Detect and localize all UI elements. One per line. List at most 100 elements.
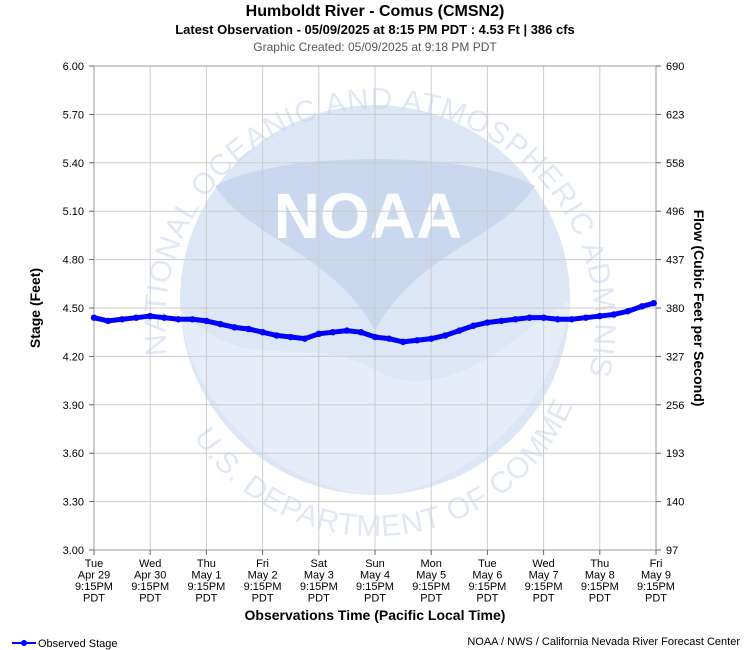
x-tick-label-line: PDT (364, 593, 386, 605)
x-tick-label-line: PDT (420, 593, 442, 605)
data-point (90, 314, 98, 321)
x-tick-label: Thu May 8 9:15PM PDT (581, 558, 619, 605)
chart-title: Humboldt River - Comus (CMSN2) (246, 3, 505, 20)
x-tick-label-line: PDT (476, 593, 498, 605)
data-point (624, 308, 632, 315)
x-tick-label: Fri May 2 9:15PM PDT (244, 558, 282, 605)
x-tick-label-line: 9:15PM (637, 581, 675, 593)
y2-tick-label: 256 (666, 400, 684, 412)
data-point (161, 314, 168, 321)
noaa-logo-text: NOAA (274, 180, 462, 252)
data-point (498, 317, 505, 325)
x-axis-label: Observations Time (Pacific Local Time) (245, 607, 506, 623)
x-tick-label-line: Tue (478, 558, 497, 570)
y-tick-label: 4.50 (63, 303, 84, 315)
y-axis-right: 690 623 558 496 437 380 327 256 193 140 97 (656, 61, 684, 557)
x-tick-label: Wed May 7 9:15PM PDT (525, 558, 563, 605)
x-tick-label-line: PDT (645, 593, 667, 605)
data-point (287, 333, 294, 341)
x-tick-label-line: 9:15PM (525, 581, 563, 593)
data-point (399, 338, 407, 346)
data-point (104, 317, 112, 325)
footer-credit: NOAA / NWS / California Nevada River For… (467, 636, 740, 648)
x-tick-label-line: Apr 30 (134, 570, 166, 582)
x-tick-label: Fri May 9 9:15PM PDT (637, 558, 675, 605)
data-point (428, 335, 435, 342)
x-tick-label-line: Mon (420, 558, 441, 570)
legend-label: Observed Stage (38, 638, 118, 650)
y-tick-label: 5.70 (63, 109, 84, 121)
data-point (526, 314, 533, 321)
data-point (245, 325, 252, 333)
y-tick-label: 4.20 (63, 351, 84, 363)
data-point (329, 329, 337, 336)
data-point (259, 329, 266, 336)
data-point (413, 337, 421, 344)
x-tick-label-line: Fri (256, 558, 269, 570)
y-tick-label: 3.30 (63, 497, 84, 509)
x-tick-label: Sun May 4 9:15PM PDT (356, 558, 394, 605)
data-point (568, 316, 575, 323)
x-tick-label: Tue Apr 29 9:15PM PDT (75, 558, 113, 605)
noaa-watermark: NOAA NATIONAL OCEANIC AND ATMOSPHERIC AD… (0, 0, 620, 543)
chart-subtitle: Latest Observation - 05/09/2025 at 8:15 … (175, 22, 575, 37)
data-point (554, 316, 561, 323)
y-tick-label: 3.00 (63, 545, 84, 557)
x-tick-label-line: PDT (139, 593, 161, 605)
x-tick-label-line: May 3 (304, 570, 334, 582)
data-point (540, 314, 547, 321)
x-tick-label-line: PDT (83, 593, 105, 605)
x-tick-label-line: PDT (252, 593, 274, 605)
x-tick-label-line: PDT (589, 593, 611, 605)
data-point (203, 317, 210, 325)
x-tick-label-line: 9:15PM (244, 581, 282, 593)
data-point (582, 314, 589, 321)
x-tick-label-line: Wed (532, 558, 554, 570)
x-tick-label-line: 9:15PM (131, 581, 169, 593)
y2-tick-label: 327 (666, 351, 684, 363)
x-tick-label-line: 9:15PM (356, 581, 394, 593)
data-point (175, 316, 182, 323)
x-tick-label: Thu May 1 9:15PM PDT (187, 558, 225, 605)
y-tick-label: 4.80 (63, 255, 84, 267)
legend: Observed Stage (12, 638, 118, 650)
data-point (301, 335, 308, 342)
x-tick-label-line: Apr 29 (78, 570, 110, 582)
y2-tick-label: 690 (666, 61, 684, 73)
data-point (512, 316, 519, 323)
data-point (456, 327, 463, 334)
data-point (357, 329, 365, 336)
data-point (484, 319, 491, 326)
data-point (189, 316, 196, 323)
x-tick-label-line: 9:15PM (187, 581, 225, 593)
y2-tick-label: 623 (666, 109, 684, 121)
grid (93, 65, 657, 551)
data-point (596, 312, 603, 320)
x-tick-label-line: 9:15PM (300, 581, 338, 593)
data-point (147, 312, 154, 320)
x-tick-label-line: PDT (195, 593, 217, 605)
data-point (217, 320, 224, 328)
data-point (470, 322, 477, 329)
x-tick-label-line: Wed (139, 558, 161, 570)
x-tick-label-line: Fri (650, 558, 663, 570)
x-tick-label-line: 9:15PM (412, 581, 450, 593)
x-tick-label: Tue May 6 9:15PM PDT (468, 558, 506, 605)
x-tick-label-line: May 2 (248, 570, 278, 582)
y-tick-label: 3.90 (63, 400, 84, 412)
data-point (385, 335, 393, 342)
y-axis-left: 6.00 5.70 5.40 5.10 4.80 4.50 4.20 3.90 3.60 3.30… (63, 61, 94, 557)
y2-tick-label: 193 (666, 448, 684, 460)
x-tick-label-line: Sun (365, 558, 385, 570)
x-tick-label-line: 9:15PM (75, 581, 113, 593)
x-tick-label-line: PDT (308, 593, 330, 605)
graphic-created: Graphic Created: 05/09/2025 at 9:18 PM P… (253, 40, 497, 54)
x-tick-label-line: Thu (197, 558, 216, 570)
y-tick-label: 5.10 (63, 206, 84, 218)
x-tick-label-line: May 1 (191, 570, 221, 582)
y-axis-label: Stage (Feet) (27, 268, 43, 348)
data-point (343, 327, 351, 334)
x-tick-label-line: Tue (85, 558, 104, 570)
legend-marker (21, 640, 27, 646)
